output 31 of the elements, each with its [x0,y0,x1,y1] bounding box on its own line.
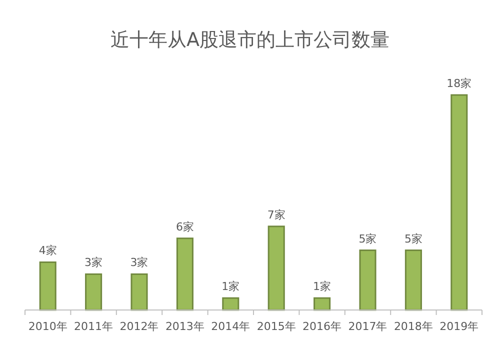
chart-title: 近十年从A股退市的上市公司数量 [110,29,390,51]
x-tick-label: 2015年 [256,320,296,333]
data-label: 18家 [446,77,472,90]
data-label: 4家 [38,244,57,258]
data-label: 3家 [130,256,148,270]
bar [176,238,194,311]
x-tick-label: 2014年 [211,320,250,333]
bar [359,250,376,311]
x-tick-label: 2017年 [348,320,388,333]
x-tick-label: 2012年 [120,320,159,333]
bar [130,273,148,311]
data-label: 7家 [267,208,286,222]
data-label: 1家 [313,280,332,294]
bar [450,94,468,311]
bar [314,297,331,311]
bar [404,250,422,311]
data-label: 3家 [84,256,103,270]
bar [222,297,240,311]
x-tick-label: 2019年 [440,320,479,333]
x-tick-label: 2013年 [165,320,204,333]
x-tick-label: 2018年 [394,320,433,333]
data-label: 6家 [176,220,194,234]
bar [39,261,56,311]
bar [268,226,285,311]
bar [85,273,102,311]
data-label: 5家 [358,232,377,246]
data-label: 5家 [404,232,422,246]
x-tick-label: 2016年 [302,320,342,333]
data-label: 1家 [222,280,240,294]
x-tick-label: 2011年 [74,320,114,333]
x-tick-label: 2010年 [28,320,68,333]
